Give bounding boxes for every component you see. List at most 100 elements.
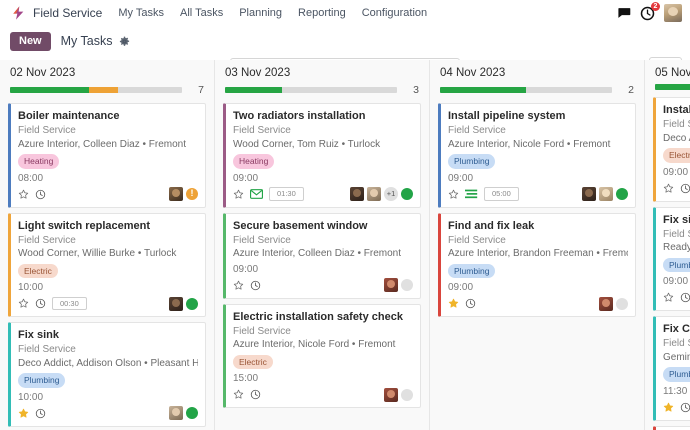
- assignee-avatar[interactable]: [599, 187, 613, 201]
- priority-star-icon[interactable]: [18, 408, 29, 419]
- assignee-overflow-count[interactable]: +1: [384, 187, 398, 201]
- priority-star-icon[interactable]: [663, 292, 674, 303]
- status-badge[interactable]: [186, 407, 198, 419]
- card-title: Two radiators installation: [233, 110, 366, 122]
- assignee-avatar[interactable]: [384, 387, 398, 402]
- card-tag[interactable]: Heating: [233, 154, 275, 169]
- clock-icon[interactable]: [250, 389, 261, 400]
- kanban-progressbar[interactable]: [440, 87, 612, 93]
- assignee-avatar[interactable]: [384, 278, 398, 292]
- card-tag[interactable]: Electric: [233, 354, 273, 369]
- kanban-card[interactable]: Boiler maintenance Field Service Azure Int…: [8, 103, 206, 208]
- status-badge[interactable]: [186, 297, 198, 310]
- status-badge[interactable]: [401, 279, 413, 291]
- topbar-right-tools: 2: [617, 1, 682, 22]
- card-title: Secure basement window: [233, 219, 368, 232]
- kanban-card[interactable]: Find and fix leak Field Service Azure Inte…: [438, 212, 636, 317]
- envelope-icon[interactable]: [250, 189, 263, 199]
- kanban-card[interactable]: Radiator rField ServicReady Mat,Heating: [653, 425, 690, 430]
- clock-icon[interactable]: [35, 298, 46, 309]
- kanban-card[interactable]: Install air c Field Servic Deco Addic Elect…: [653, 97, 690, 202]
- nav-item-my-tasks[interactable]: My Tasks: [118, 7, 164, 19]
- priority-star-icon[interactable]: [233, 280, 244, 291]
- card-partner: Wood Corner, Tom Ruiz • Turlock: [233, 138, 381, 150]
- card-duration-chip: 00:30: [52, 296, 87, 311]
- card-tag[interactable]: Plumbing: [18, 373, 66, 388]
- card-tag[interactable]: Plumbing: [663, 257, 690, 272]
- card-tag[interactable]: Plumbing: [448, 154, 496, 169]
- clock-icon[interactable]: [250, 280, 261, 291]
- odoo-bolt-logo[interactable]: [10, 5, 26, 21]
- kanban-card[interactable]: Light switch replacement Field Service Woo…: [8, 212, 206, 317]
- card-assignees: [599, 296, 628, 311]
- clock-icon[interactable]: [680, 292, 690, 303]
- gear-icon[interactable]: [119, 36, 130, 47]
- status-badge[interactable]: [616, 188, 628, 200]
- priority-star-icon[interactable]: [233, 189, 244, 200]
- status-badge[interactable]: [401, 188, 413, 200]
- assignee-avatar[interactable]: [169, 406, 183, 420]
- kanban-card[interactable]: Install pipeline system Field Service Azur…: [438, 103, 636, 208]
- nav-item-all-tasks[interactable]: All Tasks: [180, 7, 224, 19]
- card-tag[interactable]: Plumbing: [448, 263, 496, 278]
- assignee-avatar[interactable]: [599, 296, 613, 311]
- card-project: Field Service: [233, 325, 291, 337]
- kanban-column[interactable]: 02 Nov 2023 7 Boiler maintenance Field Serv…: [0, 60, 215, 430]
- kanban-card[interactable]: Two radiators installation Field Service W…: [223, 103, 421, 208]
- kanban-progressbar[interactable]: [655, 84, 690, 90]
- status-badge[interactable]: [401, 388, 413, 401]
- list-icon[interactable]: [465, 189, 478, 199]
- clock-icon[interactable]: [680, 183, 690, 194]
- clock-icon[interactable]: [35, 408, 46, 419]
- nav-item-configuration[interactable]: Configuration: [361, 7, 428, 19]
- priority-star-icon[interactable]: [663, 183, 674, 194]
- priority-star-icon[interactable]: [233, 389, 244, 400]
- card-tag[interactable]: Plumbing: [663, 367, 690, 382]
- assignee-avatar[interactable]: [582, 187, 596, 201]
- card-project: Field Service: [18, 234, 76, 246]
- kanban-column[interactable]: 05 Nov 2023 Install air c Field Servic Deco…: [645, 60, 690, 430]
- priority-star-icon[interactable]: [18, 189, 29, 200]
- priority-star-icon[interactable]: [18, 298, 29, 309]
- kanban-board[interactable]: 02 Nov 2023 7 Boiler maintenance Field Serv…: [0, 60, 690, 430]
- clock-icon[interactable]: [680, 402, 690, 413]
- kanban-column[interactable]: 04 Nov 2023 2 Install pipeline system Field…: [430, 60, 645, 430]
- assignee-avatar[interactable]: [350, 187, 364, 201]
- kanban-column-header: 03 Nov 2023 3: [223, 60, 421, 96]
- card-time: 09:00: [663, 276, 689, 287]
- card-footer: [18, 187, 198, 202]
- kanban-progressbar[interactable]: [10, 87, 182, 93]
- nav-item-planning[interactable]: Planning: [239, 7, 283, 19]
- assignee-avatar[interactable]: [169, 296, 183, 311]
- assignee-avatar[interactable]: [367, 187, 381, 201]
- card-tag[interactable]: Electric: [18, 263, 58, 278]
- card-tag[interactable]: Electric: [663, 148, 690, 163]
- kanban-card[interactable]: Secure basement window Field Service Azure…: [223, 212, 421, 299]
- kanban-column[interactable]: 03 Nov 2023 3 Two radiators installation Fi…: [215, 60, 430, 430]
- status-badge[interactable]: [616, 297, 628, 310]
- user-avatar[interactable]: [664, 4, 682, 22]
- chat-bubble-icon[interactable]: [617, 7, 631, 19]
- kanban-column-header: 02 Nov 2023 7: [8, 60, 206, 96]
- kanban-card[interactable]: Fix sink Field Service Deco Addict, Addiso…: [8, 322, 206, 427]
- assignee-avatar[interactable]: [169, 187, 183, 201]
- new-button[interactable]: New: [10, 31, 51, 51]
- card-project: Field Servic: [663, 119, 690, 130]
- priority-star-icon[interactable]: [663, 402, 674, 413]
- card-title: Boiler maintenance: [18, 110, 120, 122]
- priority-star-icon[interactable]: [448, 298, 459, 309]
- kanban-card[interactable]: Fix sink Field Servic Ready Mat, Plumbing 09…: [653, 206, 690, 311]
- nav-item-reporting[interactable]: Reporting: [298, 7, 346, 19]
- activity-menu[interactable]: 2: [640, 1, 660, 21]
- priority-star-icon[interactable]: [448, 189, 459, 200]
- clock-icon[interactable]: [35, 189, 46, 200]
- clock-icon[interactable]: [465, 298, 476, 309]
- card-partner: Gemini Furn: [663, 351, 690, 363]
- kanban-card[interactable]: Fix Clogge Field Servic Gemini Furn Plumbin…: [653, 316, 690, 421]
- kanban-progressbar[interactable]: [225, 87, 397, 93]
- app-brand-name[interactable]: Field Service: [33, 6, 103, 20]
- card-footer: [18, 406, 198, 421]
- status-badge[interactable]: [186, 187, 198, 200]
- kanban-card[interactable]: Electric installation safety check Field …: [223, 303, 421, 408]
- card-tag[interactable]: Heating: [18, 154, 60, 169]
